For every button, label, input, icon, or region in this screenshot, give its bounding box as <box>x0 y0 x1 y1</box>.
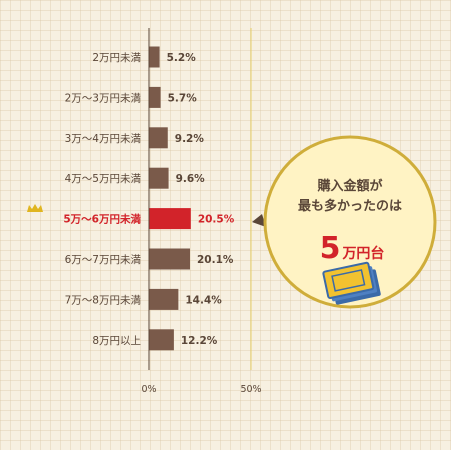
bar-3 <box>149 167 169 189</box>
bar-1 <box>149 86 161 108</box>
category-label-1: 2万～3万円未満 <box>65 92 142 104</box>
category-label-2: 3万～4万円未満 <box>65 133 142 145</box>
callout-bubble: 購入金額が 最も多かったのは 5 万円台 <box>252 135 437 309</box>
value-label-4: 20.5% <box>198 214 235 226</box>
bar-5 <box>149 248 191 270</box>
value-label-5: 20.1% <box>197 254 234 266</box>
bar-7 <box>149 329 174 351</box>
value-label-0: 5.2% <box>167 52 197 64</box>
value-label-3: 9.6% <box>176 173 206 185</box>
category-label-0: 2万円未満 <box>92 52 141 64</box>
callout-line2: 最も多かったのは <box>298 198 402 214</box>
category-label-5: 6万～7万円未満 <box>65 254 142 266</box>
category-label-6: 7万～8万円未満 <box>65 294 142 306</box>
value-label-7: 12.2% <box>181 335 218 347</box>
category-label-7: 8万円以上 <box>92 335 141 347</box>
bar-6 <box>149 288 179 310</box>
callout-unit: 万円台 <box>341 245 384 262</box>
bars-layer: 2万円未満 5.2% 2万～3万円未満 5.7% 3万～4万円未満 9.2% 4万～5万円未… <box>63 46 235 351</box>
value-label-6: 14.4% <box>185 294 222 306</box>
value-label-1: 5.7% <box>168 92 198 104</box>
money-icon <box>322 261 381 305</box>
category-label-3: 4万～5万円未満 <box>65 173 142 185</box>
callout-line1: 購入金額が <box>316 178 382 194</box>
bar-2 <box>149 127 168 149</box>
x-tick-50: 50% <box>240 384 261 395</box>
bar-4 <box>149 208 191 230</box>
callout-big-number: 5 <box>320 231 341 266</box>
value-label-2: 9.2% <box>175 133 205 145</box>
x-tick-0: 0% <box>141 384 156 395</box>
bar-0 <box>149 46 160 68</box>
category-label-4: 5万～6万円未満 <box>63 213 141 226</box>
crown-icon <box>27 204 43 212</box>
